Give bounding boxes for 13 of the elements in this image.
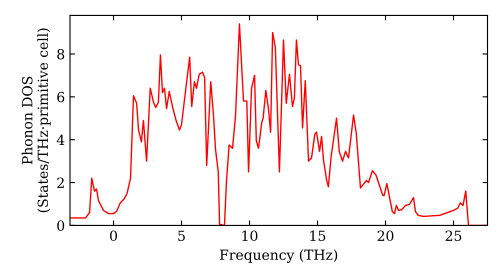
x-tick-label: 10 (242, 230, 258, 242)
y-tick-label: 6 (57, 92, 64, 102)
x-tick-label: 20 (378, 230, 394, 242)
y-tick-label: 0 (57, 220, 64, 231)
x-tick-label: 0 (110, 230, 118, 242)
x-tick-label: 5 (178, 230, 185, 242)
y-tick-label: 2 (57, 178, 64, 188)
x-tick-label: 25 (446, 230, 462, 242)
x-axis-title: Frequency (THz) (220, 249, 338, 263)
y-tick-label: 4 (56, 134, 64, 145)
y-axis-title: Phonon DOS (States/THz·primitive cell) (22, 28, 51, 212)
y-tick-label: 8 (57, 48, 64, 60)
x-tick-label: 15 (310, 230, 326, 242)
